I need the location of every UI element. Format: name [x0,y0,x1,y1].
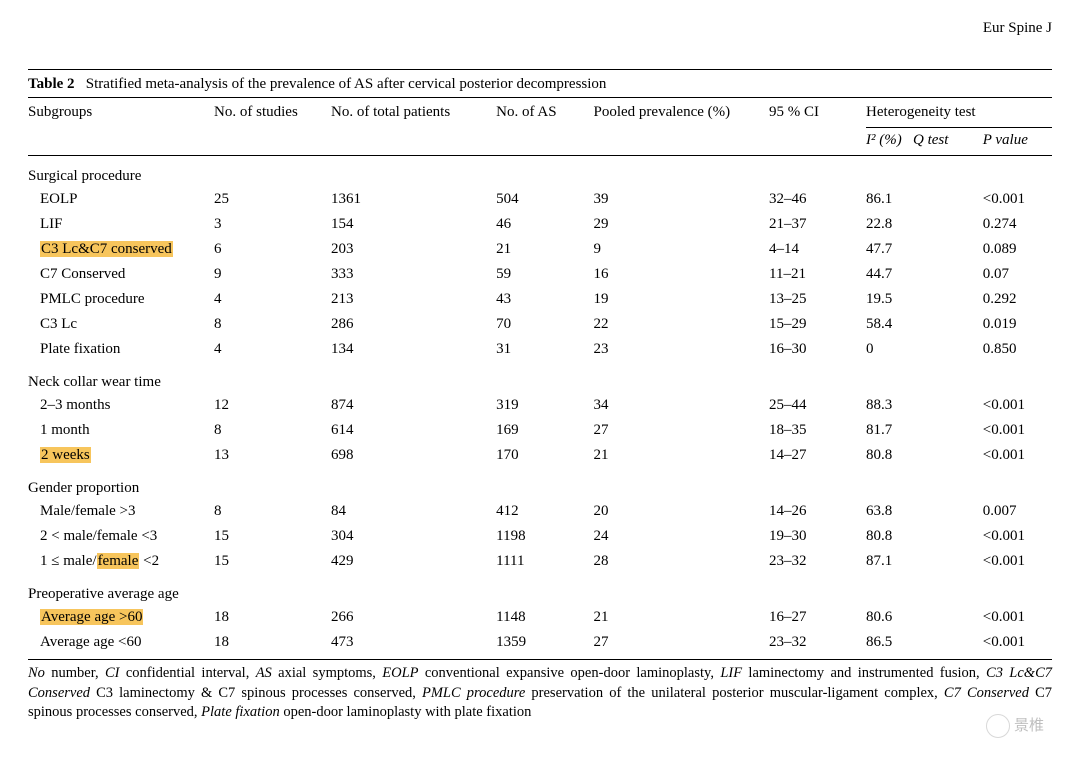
table-row: EOLP2513615043932–4686.1<0.001 [28,187,1052,212]
col-no-studies: No. of studies [214,98,331,156]
col-pooled: Pooled prevalence (%) [594,98,769,156]
table-row: Male/female >38844122014–2663.80.007 [28,499,1052,524]
group-header: Neck collar wear time [28,368,1052,393]
table-row: Average age <601847313592723–3286.5<0.00… [28,630,1052,655]
table-row: C7 Conserved9333591611–2144.70.07 [28,262,1052,287]
table-row: 2 weeks136981702114–2780.8<0.001 [28,443,1052,468]
table-footnote: No number, CI confidential interval, AS … [28,664,1052,723]
col-i2-qtest: I² (%) Q test [866,128,983,156]
rule-top [28,69,1052,70]
col-ci: 95 % CI [769,98,866,156]
table-body: Surgical procedureEOLP2513615043932–4686… [28,156,1052,656]
table-row: 2–3 months128743193425–4488.3<0.001 [28,393,1052,418]
table-row: C3 Lc8286702215–2958.40.019 [28,312,1052,337]
col-pvalue: P value [983,128,1052,156]
table-row: 1 month86141692718–3581.7<0.001 [28,418,1052,443]
table-row: PMLC procedure4213431913–2519.50.292 [28,287,1052,312]
watermark: 景椎 [986,714,1044,738]
table-row: Plate fixation4134312316–3000.850 [28,337,1052,362]
col-no-total: No. of total patients [331,98,496,156]
meta-analysis-table: Subgroups No. of studies No. of total pa… [28,97,1052,655]
rule-bottom [28,659,1052,660]
table-row: 1 ≤ male/female <21542911112823–3287.1<0… [28,549,1052,574]
caption-text: Stratified meta-analysis of the prevalen… [86,76,607,92]
table-row: Average age >601826611482116–2780.6<0.00… [28,605,1052,630]
group-header: Preoperative average age [28,580,1052,605]
table-row: 2 < male/female <31530411982419–3080.8<0… [28,524,1052,549]
table-caption: Table 2 Stratified meta-analysis of the … [28,76,1052,93]
group-header: Gender proportion [28,474,1052,499]
col-no-as: No. of AS [496,98,593,156]
col-heterogeneity: Heterogeneity test [866,98,1052,128]
caption-label: Table 2 [28,76,75,92]
table-row: C3 Lc&C7 conserved62032194–1447.70.089 [28,237,1052,262]
journal-name: Eur Spine J [28,20,1052,37]
col-subgroups: Subgroups [28,98,214,156]
table-row: LIF3154462921–3722.80.274 [28,212,1052,237]
group-header: Surgical procedure [28,162,1052,187]
